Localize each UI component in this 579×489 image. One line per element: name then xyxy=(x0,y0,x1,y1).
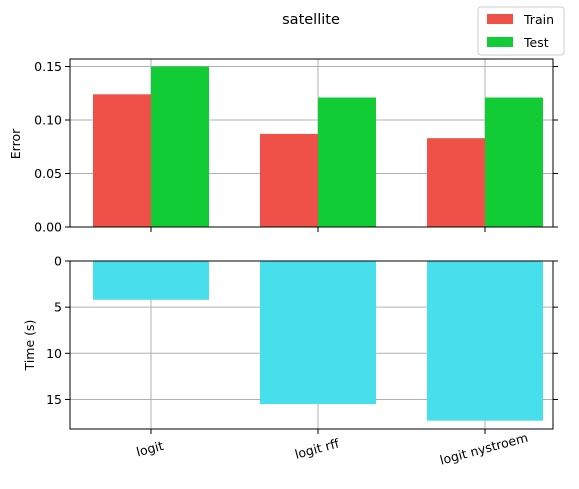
time-ytick-label: 15 xyxy=(46,392,62,407)
legend-swatch-train xyxy=(487,14,513,24)
error-bar-test xyxy=(151,66,209,227)
error-bar-train xyxy=(93,94,151,227)
error-ylabel: Error xyxy=(8,128,23,159)
error-bars xyxy=(93,66,543,227)
time-bar xyxy=(427,261,543,421)
time-xtick-label: logit xyxy=(135,438,165,460)
legend-swatch-test xyxy=(487,37,513,47)
time-bar xyxy=(93,261,209,300)
error-bar-train xyxy=(427,138,485,227)
error-plot-frame xyxy=(69,58,554,228)
error-ytick-label: 0.00 xyxy=(34,220,62,235)
time-ytick-label: 5 xyxy=(54,300,62,315)
legend-label-train: Train xyxy=(523,12,554,27)
error-ytick-label: 0.05 xyxy=(34,166,62,181)
chart-title: satellite xyxy=(282,12,340,28)
time-bar xyxy=(260,261,376,405)
time-ylabel: Time (s) xyxy=(22,320,37,372)
error-ticks: 0.00 0.05 0.10 0.15 xyxy=(34,59,558,235)
error-bar-test xyxy=(318,97,376,227)
error-bar-train xyxy=(260,133,318,227)
legend: Train Test xyxy=(477,6,565,56)
error-chart: 0.00 0.05 0.10 0.15 Error xyxy=(8,58,558,235)
time-bars xyxy=(93,261,543,421)
error-bar-test xyxy=(485,97,543,227)
legend-label-test-text: Test xyxy=(523,35,549,50)
error-ytick-label: 0.10 xyxy=(34,112,62,127)
time-ytick-label: 10 xyxy=(46,346,62,361)
error-ytick-label: 0.15 xyxy=(34,59,62,74)
time-plot-frame xyxy=(69,260,554,430)
time-ytick-label: 0 xyxy=(54,254,62,269)
